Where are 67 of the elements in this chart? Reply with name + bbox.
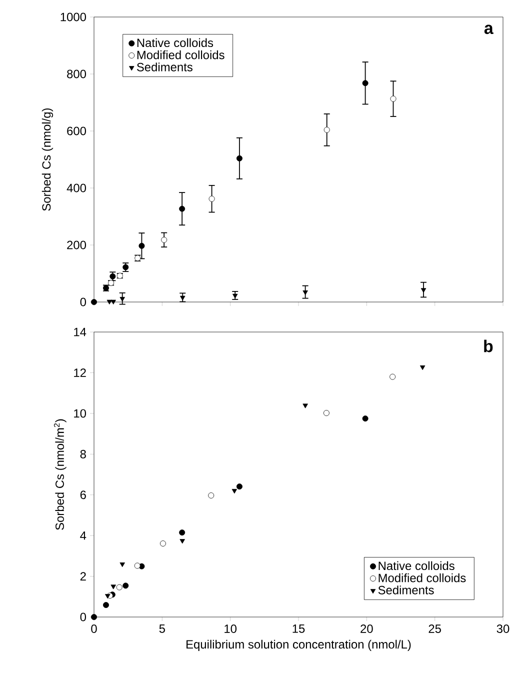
point xyxy=(208,492,214,498)
y-tick-label: 4 xyxy=(80,531,86,540)
x-tick-label: 10 xyxy=(224,624,237,633)
point xyxy=(323,410,330,416)
legend-label: Modified colloids xyxy=(137,50,224,60)
x-tick-label: 30 xyxy=(496,624,510,633)
point xyxy=(134,562,140,569)
annotation: a xyxy=(484,24,494,34)
y-axis-title: Sorbed Cs (nmol/g) xyxy=(42,108,54,211)
point xyxy=(91,614,97,620)
point xyxy=(122,582,129,589)
point xyxy=(390,374,396,380)
point xyxy=(362,80,368,86)
legend-label: Modified colloids xyxy=(378,573,466,582)
point xyxy=(120,562,125,568)
y-tick-label: 6 xyxy=(80,490,86,500)
point xyxy=(362,416,368,422)
point xyxy=(161,236,168,243)
point xyxy=(324,126,330,133)
point xyxy=(236,484,242,490)
legend-label: Native colloids xyxy=(378,561,454,570)
legend-label: Sediments xyxy=(136,62,192,72)
point xyxy=(120,296,125,302)
point xyxy=(91,298,97,305)
x-tick-label: 15 xyxy=(292,624,305,633)
point xyxy=(208,196,215,202)
point xyxy=(236,155,242,162)
point xyxy=(302,404,308,408)
point xyxy=(179,530,186,536)
y-tick-label: 12 xyxy=(74,368,86,377)
point xyxy=(160,540,166,547)
y-tick-label: 0 xyxy=(80,612,86,622)
point xyxy=(302,290,308,296)
point xyxy=(105,594,110,599)
y-tick-label: 600 xyxy=(67,126,86,136)
x-tick-label: 25 xyxy=(428,624,441,633)
y-tick-label: 10 xyxy=(74,409,86,418)
y-tick-label: 400 xyxy=(66,184,86,192)
y-tick-label: 2 xyxy=(80,572,86,580)
point xyxy=(420,365,426,370)
point xyxy=(138,242,145,249)
y-tick-label: 800 xyxy=(67,70,86,78)
x-tick-label: 0 xyxy=(91,624,97,633)
point xyxy=(110,300,116,304)
point xyxy=(420,288,426,293)
x-tick-label: 20 xyxy=(360,624,373,633)
point xyxy=(390,96,396,102)
point xyxy=(232,488,238,494)
point xyxy=(232,294,238,298)
point xyxy=(116,584,122,590)
point xyxy=(106,300,112,304)
point xyxy=(179,206,186,212)
point xyxy=(180,539,185,544)
point xyxy=(110,584,116,590)
x-tick-label: 5 xyxy=(159,624,165,633)
y-tick-label: 200 xyxy=(67,240,86,250)
y-tick-label: 14 xyxy=(74,328,86,336)
point xyxy=(180,296,186,300)
x-axis-title: Equilibrium solution concentration (nmol/L) xyxy=(186,640,411,651)
annotation: b xyxy=(484,340,493,352)
y-tick-label: 8 xyxy=(80,450,86,458)
legend-label: Sediments xyxy=(378,586,434,594)
point xyxy=(102,602,109,608)
legend-label: Native colloids xyxy=(137,38,214,48)
y-tick-label: 0 xyxy=(80,298,86,306)
y-tick-label: 1000 xyxy=(60,12,86,22)
y-axis-title: Sorbed Cs (nmol/m$^{2}$) xyxy=(54,419,66,530)
